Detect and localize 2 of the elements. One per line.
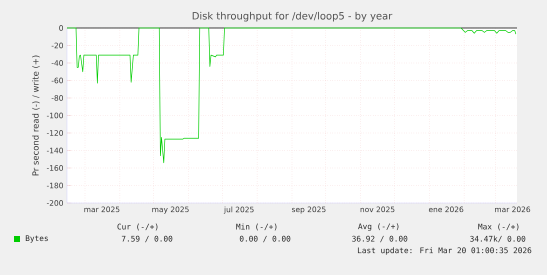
chart-title: Disk throughput for /dev/loop5 - by year <box>192 12 392 22</box>
y-axis-title: Pr second read (-) / write (+) <box>32 56 40 176</box>
